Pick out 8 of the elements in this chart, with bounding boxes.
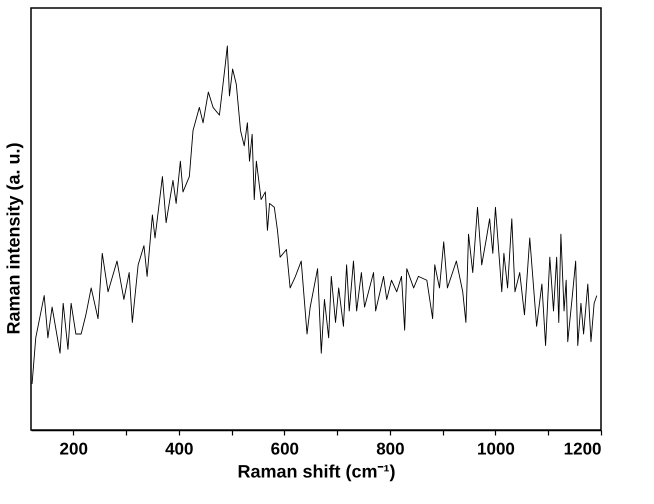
x-tick-label: 1000 (477, 440, 515, 458)
x-tick-label: 400 (165, 440, 194, 458)
x-tick-label: 800 (376, 440, 405, 458)
x-tick-label: 200 (60, 440, 88, 458)
y-axis-title: Raman intensity (a. u.) (4, 142, 24, 335)
x-axis-title: Raman shift (cm⁻¹) (237, 462, 396, 482)
x-tick-label: 600 (270, 440, 300, 458)
x-tick-label: 1200 (564, 440, 602, 458)
